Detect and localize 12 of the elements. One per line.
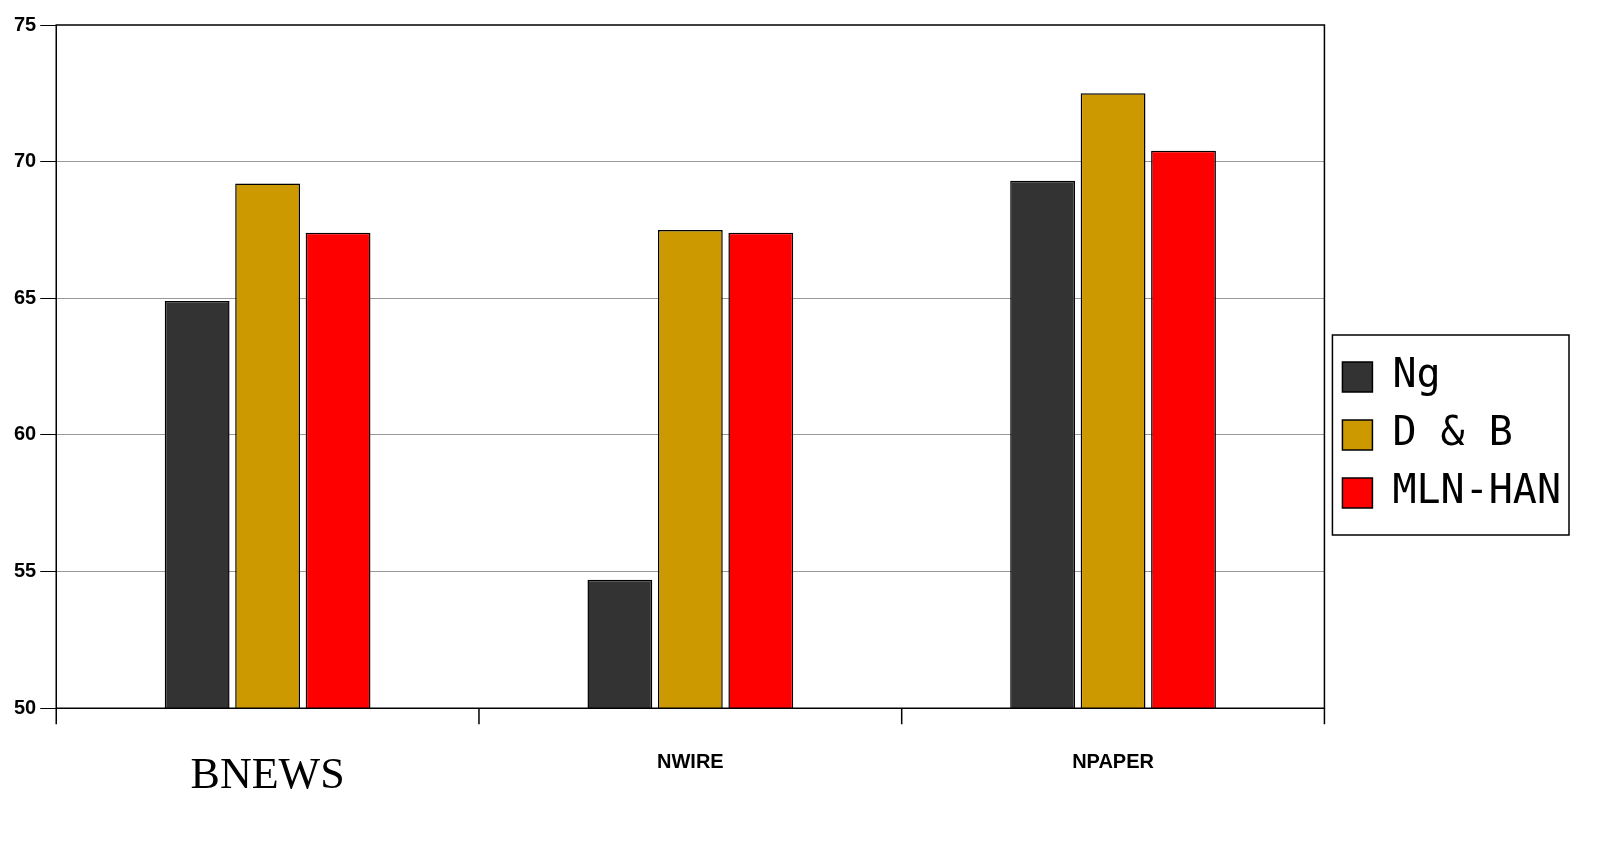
y-tick-label: 50 — [14, 695, 37, 718]
x-tick-label: BNEWS — [190, 749, 345, 799]
legend-label: D & B — [1392, 408, 1513, 455]
y-tick-label: 65 — [14, 285, 37, 308]
y-tick-label: 75 — [14, 12, 37, 35]
legend-label: MLN-HAN — [1392, 466, 1561, 513]
x-tick-label: NWIRE — [657, 749, 724, 772]
y-tick-label: 55 — [14, 559, 37, 582]
y-tick-label: 70 — [14, 149, 37, 172]
x-tick-label: NPAPER — [1072, 749, 1155, 772]
y-tick-label: 60 — [14, 422, 37, 445]
legend-label: Ng — [1392, 350, 1441, 397]
